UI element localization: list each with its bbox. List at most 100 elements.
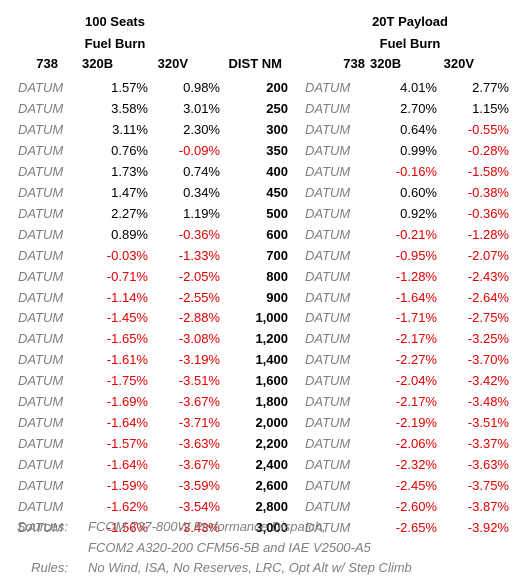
table-cell: -3.42% <box>467 373 509 389</box>
table-cell: 1.19% <box>183 205 220 221</box>
table-cell: DATUM <box>18 268 64 284</box>
table-cell: 2,200 <box>255 436 288 452</box>
table-cell: -0.95% <box>395 247 437 263</box>
table-cell: -3.87% <box>467 499 509 514</box>
table-cell: 700 <box>266 247 288 263</box>
table-cell: -1.75% <box>106 373 148 389</box>
table-cell: 3,000 <box>255 519 288 535</box>
table-cell: -1.64% <box>106 415 148 431</box>
table-cell: -1.56% <box>106 519 148 535</box>
footer-label: Sources: <box>16 519 68 534</box>
table-cell: 600 <box>266 226 288 242</box>
table-cell: 2,400 <box>255 457 288 473</box>
table-cell: DATUM <box>18 247 64 263</box>
table-cell: 1,000 <box>255 310 288 326</box>
table-cell: -3.54% <box>178 499 220 514</box>
table-cell: DATUM <box>18 142 64 158</box>
table-cell: DATUM <box>305 184 351 200</box>
table-cell: -3.08% <box>178 331 220 347</box>
table-cell: 0.89% <box>111 226 148 242</box>
table-cell: DATUM <box>305 519 351 535</box>
table-cell: DATUM <box>305 80 351 95</box>
column-header: 738 <box>343 56 365 71</box>
table-cell: DATUM <box>18 100 64 116</box>
table-cell: -0.36% <box>467 205 509 221</box>
table-cell: 1.73% <box>111 163 148 179</box>
table-cell: DATUM <box>18 499 64 514</box>
table-cell: DATUM <box>305 394 351 410</box>
table-cell: 2.70% <box>400 100 437 116</box>
table-cell: -3.67% <box>178 457 220 473</box>
table-cell: 0.74% <box>183 163 220 179</box>
table-cell: -2.65% <box>395 519 437 535</box>
footer-text: FCOM 737-800W Performance Dispatch, <box>88 519 326 534</box>
table-cell: 350 <box>266 142 288 158</box>
column-header: 738 <box>36 56 58 71</box>
table-cell: 0.34% <box>183 184 220 200</box>
table-cell: DATUM <box>305 121 351 137</box>
table-cell: 250 <box>266 100 288 116</box>
table-cell: -2.06% <box>395 436 437 452</box>
table-cell: 4.01% <box>400 80 437 95</box>
table-cell: 0.98% <box>183 80 220 95</box>
table-cell: DATUM <box>305 247 351 263</box>
table-cell: DATUM <box>305 352 351 368</box>
table-cell: -2.07% <box>467 247 509 263</box>
table-cell: 1,400 <box>255 352 288 368</box>
table-cell: -2.04% <box>395 373 437 389</box>
table-cell: 1.47% <box>111 184 148 200</box>
table-cell: DATUM <box>305 499 351 514</box>
table-cell: DATUM <box>305 142 351 158</box>
table-cell: -0.55% <box>467 121 509 137</box>
table-cell: -2.88% <box>178 310 220 326</box>
table-cell: -3.59% <box>178 478 220 494</box>
table-cell: 1.15% <box>472 100 509 116</box>
group-subtitle: Fuel Burn <box>379 36 441 51</box>
table-cell: -3.75% <box>467 478 509 494</box>
table-cell: DATUM <box>305 100 351 116</box>
table-cell: 300 <box>266 121 288 137</box>
table-cell: DATUM <box>305 436 351 452</box>
table-cell: 0.92% <box>400 205 437 221</box>
table-cell: DATUM <box>18 457 64 473</box>
table-cell: -3.63% <box>178 436 220 452</box>
table-cell: 1,200 <box>255 331 288 347</box>
table-cell: 3.58% <box>111 100 148 116</box>
table-cell: 1.57% <box>111 80 148 95</box>
table-cell: -0.38% <box>467 184 509 200</box>
table-cell: -2.17% <box>395 331 437 347</box>
group-title: 100 Seats <box>85 14 145 29</box>
table-cell: -0.21% <box>395 226 437 242</box>
table-cell: -2.19% <box>395 415 437 431</box>
table-cell: 900 <box>266 289 288 305</box>
table-cell: -2.64% <box>467 289 509 305</box>
table-cell: DATUM <box>305 457 351 473</box>
table-cell: DATUM <box>18 415 64 431</box>
table-cell: -3.37% <box>467 436 509 452</box>
table-cell: -1.28% <box>467 226 509 242</box>
table-cell: -1.65% <box>106 331 148 347</box>
table-cell: -3.67% <box>178 394 220 410</box>
table-cell: -0.36% <box>178 226 220 242</box>
table-cell: DATUM <box>305 310 351 326</box>
table-cell: DATUM <box>305 289 351 305</box>
table-cell: DATUM <box>18 519 64 535</box>
table-cell: -3.43% <box>178 519 220 535</box>
table-cell: 2,600 <box>255 478 288 494</box>
table-cell: 1,800 <box>255 394 288 410</box>
table-cell: DATUM <box>18 394 64 410</box>
table-cell: DATUM <box>305 331 351 347</box>
footer-text: No Wind, ISA, No Reserves, LRC, Opt Alt … <box>88 560 412 575</box>
column-header: DIST NM <box>228 56 282 71</box>
table-cell: 3.01% <box>183 100 220 116</box>
table-cell: 0.64% <box>400 121 437 137</box>
table-cell: DATUM <box>305 163 351 179</box>
table-cell: DATUM <box>18 310 64 326</box>
table-cell: -2.60% <box>395 499 437 514</box>
table-cell: -3.63% <box>467 457 509 473</box>
table-cell: 0.76% <box>111 142 148 158</box>
table-cell: DATUM <box>18 478 64 494</box>
table-cell: 3.11% <box>112 121 148 137</box>
table-cell: -3.71% <box>178 415 220 431</box>
